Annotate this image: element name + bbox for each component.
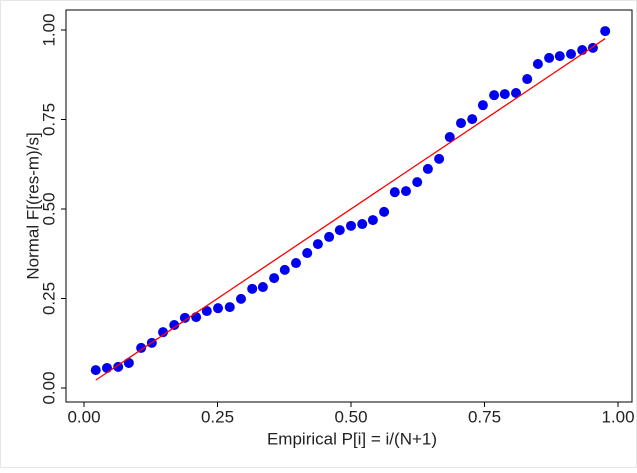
point (532, 59, 543, 70)
point (511, 88, 522, 99)
point (566, 48, 577, 59)
point (444, 132, 455, 143)
point (269, 273, 280, 284)
point (279, 264, 290, 275)
x-tick-label: 0.75 (468, 407, 501, 426)
x-tick-label: 0.50 (334, 407, 367, 426)
point (123, 357, 134, 368)
point (600, 26, 611, 37)
point (422, 163, 433, 174)
point (334, 225, 345, 236)
point (499, 89, 510, 100)
point (158, 327, 169, 338)
point (434, 153, 445, 164)
point (169, 319, 180, 330)
point (224, 302, 235, 313)
point (191, 312, 202, 323)
x-tick-label: 0.25 (201, 407, 234, 426)
reference-line (95, 38, 606, 381)
y-axis-title: Normal F[(res-m)/s] (23, 132, 42, 279)
x-tick-label: 0.00 (67, 407, 100, 426)
point (467, 114, 478, 125)
point (357, 219, 368, 230)
point (257, 282, 268, 293)
y-tick-label: 0.00 (39, 371, 58, 404)
point (456, 118, 467, 129)
x-axis-title: Empirical P[i] = i/(N+1) (267, 429, 437, 448)
point (346, 220, 356, 231)
y-tick-label: 1.00 (39, 13, 58, 46)
point (179, 312, 190, 323)
point (367, 215, 378, 226)
point (113, 361, 124, 372)
point (136, 342, 147, 353)
point (522, 74, 533, 85)
point (489, 90, 500, 101)
point (389, 187, 400, 198)
point (412, 177, 423, 188)
y-tick-label: 0.50 (39, 192, 58, 225)
point (290, 258, 301, 269)
point (312, 239, 323, 250)
plot-frame (65, 9, 633, 403)
point (90, 365, 101, 376)
point (477, 100, 488, 111)
point (324, 231, 335, 242)
point (544, 52, 555, 63)
point (201, 306, 212, 317)
x-tick-label: 1.00 (601, 407, 634, 426)
point (302, 248, 313, 259)
point (101, 362, 112, 373)
point (247, 283, 258, 294)
y-tick-label: 0.25 (39, 282, 58, 315)
point (379, 206, 390, 217)
point (554, 51, 565, 62)
y-tick-label: 0.75 (39, 103, 58, 136)
point (235, 293, 246, 304)
point (213, 303, 224, 314)
point (401, 186, 412, 197)
